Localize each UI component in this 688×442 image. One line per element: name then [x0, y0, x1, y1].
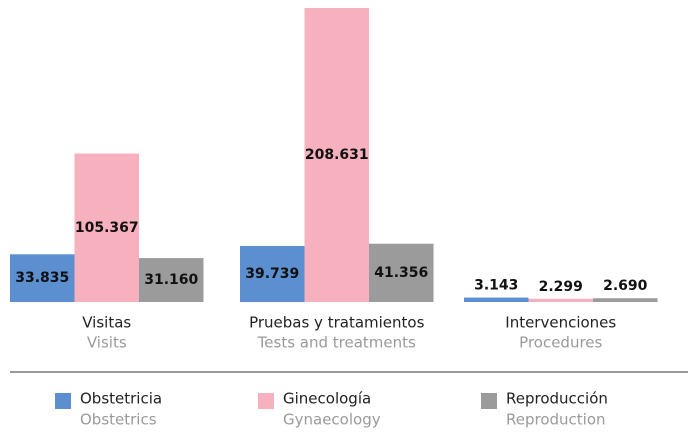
- category-subtitle: Procedures: [519, 334, 602, 352]
- value-label: 39.739: [245, 266, 299, 282]
- bar: [304, 8, 369, 302]
- value-label: 41.356: [374, 265, 428, 281]
- bar: [593, 298, 658, 302]
- value-label: 31.160: [144, 272, 198, 288]
- value-label: 3.143: [474, 278, 518, 294]
- bar: [74, 153, 139, 302]
- category-label: Visitas: [82, 314, 131, 332]
- value-label: 33.835: [15, 270, 69, 286]
- legend-label: Reproducción: [506, 390, 608, 408]
- bar: [528, 298, 593, 302]
- bar: [464, 297, 529, 302]
- legend-subtitle: Reproduction: [506, 411, 606, 429]
- category-subtitle: Tests and treatments: [257, 334, 416, 352]
- bar: [369, 243, 434, 302]
- legend-swatch: [258, 393, 274, 409]
- value-label: 2.299: [539, 279, 583, 295]
- category-subtitle: Visits: [87, 334, 127, 352]
- category-label: Intervenciones: [505, 314, 616, 332]
- category-label: Pruebas y tratamientos: [249, 314, 425, 332]
- legend-label: Ginecología: [283, 390, 371, 408]
- bar: [10, 254, 75, 302]
- value-label: 2.690: [603, 278, 648, 294]
- legend-swatch: [55, 393, 71, 409]
- value-label: 105.367: [75, 220, 139, 236]
- bar: [240, 246, 305, 302]
- legend-swatch: [481, 393, 497, 409]
- value-label: 208.631: [305, 147, 369, 163]
- bar: [139, 258, 204, 302]
- legend-subtitle: Gynaecology: [283, 411, 381, 429]
- legend-subtitle: Obstetrics: [80, 411, 157, 429]
- legend-label: Obstetricia: [80, 390, 162, 408]
